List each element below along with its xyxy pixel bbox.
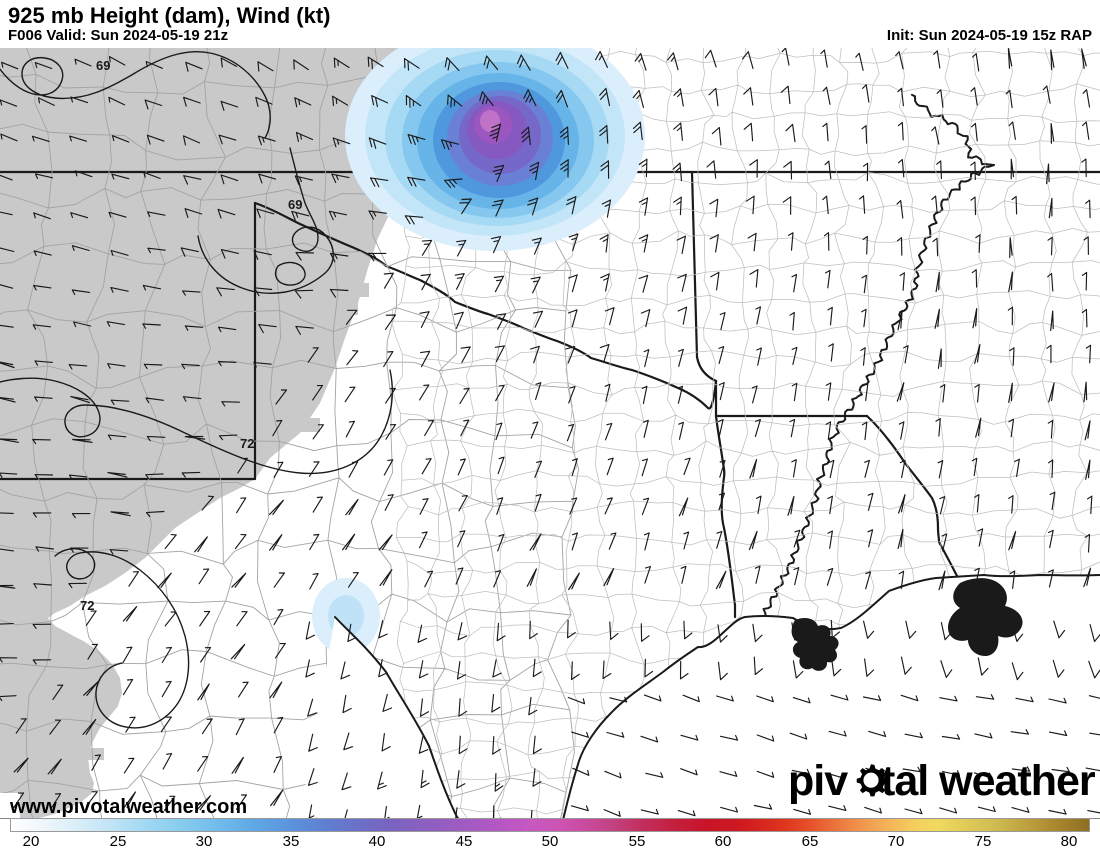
svg-text:piv: piv [788,757,848,805]
svg-text:69: 69 [96,58,110,73]
svg-text:72: 72 [240,436,254,451]
svg-text:tal weather: tal weather [881,757,1096,805]
svg-text:69: 69 [288,197,302,212]
